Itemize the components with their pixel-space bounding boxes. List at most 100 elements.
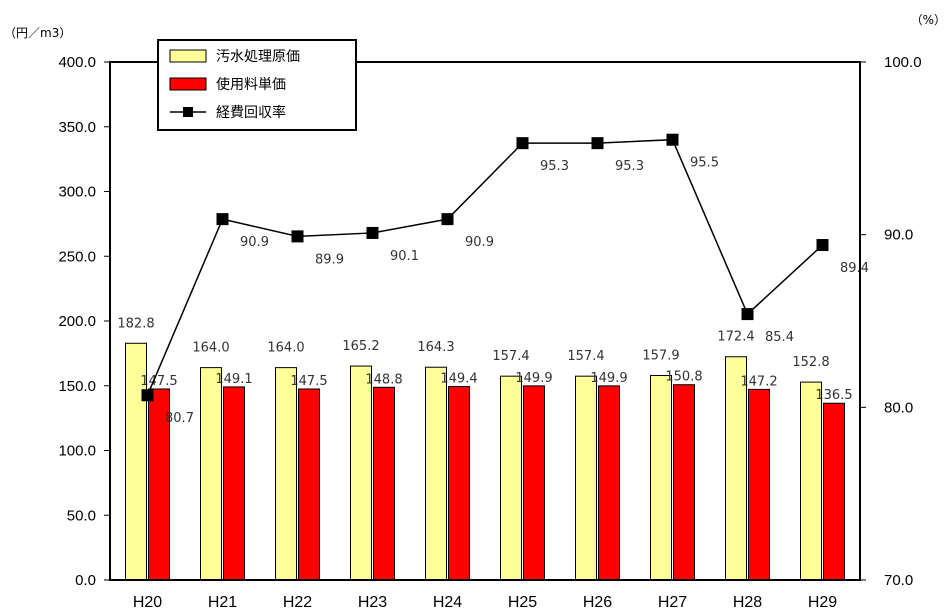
label-cost-H28: 172.4 [717,330,754,345]
legend-marker-rate [183,107,193,117]
line-data-labels: 80.7 90.9 89.9 90.1 90.9 95.3 95.3 95.5 85.4 89.4 [165,156,869,427]
bar-fee-H24 [448,386,470,581]
left-axis-ticks: 0.0 50.0 100.0 150.0 200.0 250.0 300.0 350.0 400… [58,54,110,589]
label-rate-H27: 95.5 [690,156,719,171]
label-cost-H27: 157.9 [642,349,679,364]
x-tick-label-8: H28 [733,594,762,611]
rate-marker-H24 [441,213,454,226]
bar-cost-H29 [800,381,822,581]
legend-label-fee: 使用料単価 [216,76,286,93]
left-axis-unit: （円／m3） [4,26,71,40]
rate-marker-H22 [291,230,304,243]
bar-cost-H22 [275,367,297,581]
bar-cost-H26 [575,375,597,581]
x-tick-label-6: H26 [583,594,612,611]
left-tick-label-1: 50.0 [67,507,96,524]
bar-fee-H26 [598,385,620,581]
label-cost-H22: 164.0 [267,341,304,356]
bar-fee-H21 [223,386,245,581]
bar-cost-H28 [725,356,747,581]
left-tick-label-3: 150.0 [58,378,96,395]
legend-label-cost: 汚水処理原価 [216,49,300,65]
x-tick-label-1: H21 [208,594,237,611]
legend: 汚水処理原価 使用料単価 経費回収率 [157,39,357,131]
label-cost-H25: 157.4 [492,349,529,364]
label-rate-H24: 90.9 [465,235,494,250]
bar-fee-H22 [298,388,320,581]
bar-data-labels: 182.8 147.5 164.0 149.1 164.0 147.5 165.2 148.8… [117,316,852,403]
right-tick-label-2: 90.0 [884,227,913,244]
x-tick-label-4: H24 [433,594,462,611]
label-fee-H20: 147.5 [140,374,177,389]
label-fee-H27: 150.8 [665,370,702,385]
right-tick-label-1: 80.0 [884,399,913,416]
x-tick-label-5: H25 [508,594,537,611]
right-axis-unit: （%） [911,13,946,27]
left-tick-label-4: 200.0 [58,313,96,330]
bars [125,342,845,581]
left-tick-label-5: 250.0 [58,248,96,265]
recovery-rate-line [146,138,824,396]
label-fee-H28: 147.2 [740,374,777,389]
bar-cost-H27 [650,375,672,581]
label-rate-H28: 85.4 [765,330,794,345]
left-tick-label-2: 100.0 [58,443,96,460]
label-cost-H29: 152.8 [792,355,829,370]
left-tick-label-0: 0.0 [75,572,96,589]
label-fee-H25: 149.9 [515,371,552,386]
label-rate-H22: 89.9 [315,252,344,267]
legend-label-rate: 経費回収率 [216,104,286,121]
label-rate-H25: 95.3 [540,159,569,174]
x-tick-label-3: H23 [358,594,387,611]
label-rate-H21: 90.9 [240,235,269,250]
rate-marker-H21 [216,213,229,226]
x-tick-label-9: H29 [808,594,837,611]
right-tick-label-0: 70.0 [884,572,913,589]
bar-cost-H23 [350,365,372,581]
label-fee-H23: 148.8 [365,372,402,387]
label-rate-H29: 89.4 [840,261,869,276]
rate-marker-H23 [366,226,379,239]
left-tick-label-8: 400.0 [58,54,96,71]
bar-cost-H25 [500,375,522,581]
rate-marker-H25 [516,137,529,150]
bar-fee-H25 [523,385,545,581]
left-tick-label-7: 350.0 [58,119,96,136]
label-fee-H22: 147.5 [290,374,327,389]
label-fee-H26: 149.9 [590,371,627,386]
bar-cost-H24 [425,366,447,581]
label-fee-H29: 136.5 [815,388,852,403]
bar-fee-H23 [373,386,395,581]
rate-marker-H27 [666,133,679,146]
rate-marker-H26 [591,137,604,150]
label-cost-H26: 157.4 [567,349,604,364]
left-tick-label-6: 300.0 [58,184,96,201]
recovery-rate-line-group [141,133,829,402]
x-tick-label-7: H27 [658,594,687,611]
x-tick-label-2: H22 [283,594,312,611]
plot-frame [109,61,861,581]
bar-fee-H27 [673,384,695,581]
legend-swatch-fee [169,77,207,91]
x-tick-label-0: H20 [133,594,162,611]
label-fee-H24: 149.4 [440,372,477,387]
label-fee-H21: 149.1 [215,372,252,387]
label-cost-H21: 164.0 [192,341,229,356]
right-tick-label-3: 100.0 [884,54,922,71]
bar-cost-H21 [200,367,222,581]
label-cost-H20: 182.8 [117,316,154,331]
rate-marker-H28 [741,308,754,321]
bar-fee-H28 [748,388,770,581]
label-rate-H23: 90.1 [390,249,419,264]
rate-marker-H29 [816,239,829,252]
label-rate-H26: 95.3 [615,159,644,174]
rate-marker-H20 [141,389,154,402]
label-rate-H20: 80.7 [165,411,194,426]
x-axis-ticks: H20 H21 H22 H23 H24 H25 H26 H27 H28 H29 [133,594,837,611]
legend-swatch-cost [169,49,207,63]
right-axis-ticks: 70.0 80.0 90.0 100.0 [860,54,922,589]
bar-fee-H29 [823,402,845,581]
label-cost-H24: 164.3 [417,340,454,355]
label-cost-H23: 165.2 [342,339,379,354]
